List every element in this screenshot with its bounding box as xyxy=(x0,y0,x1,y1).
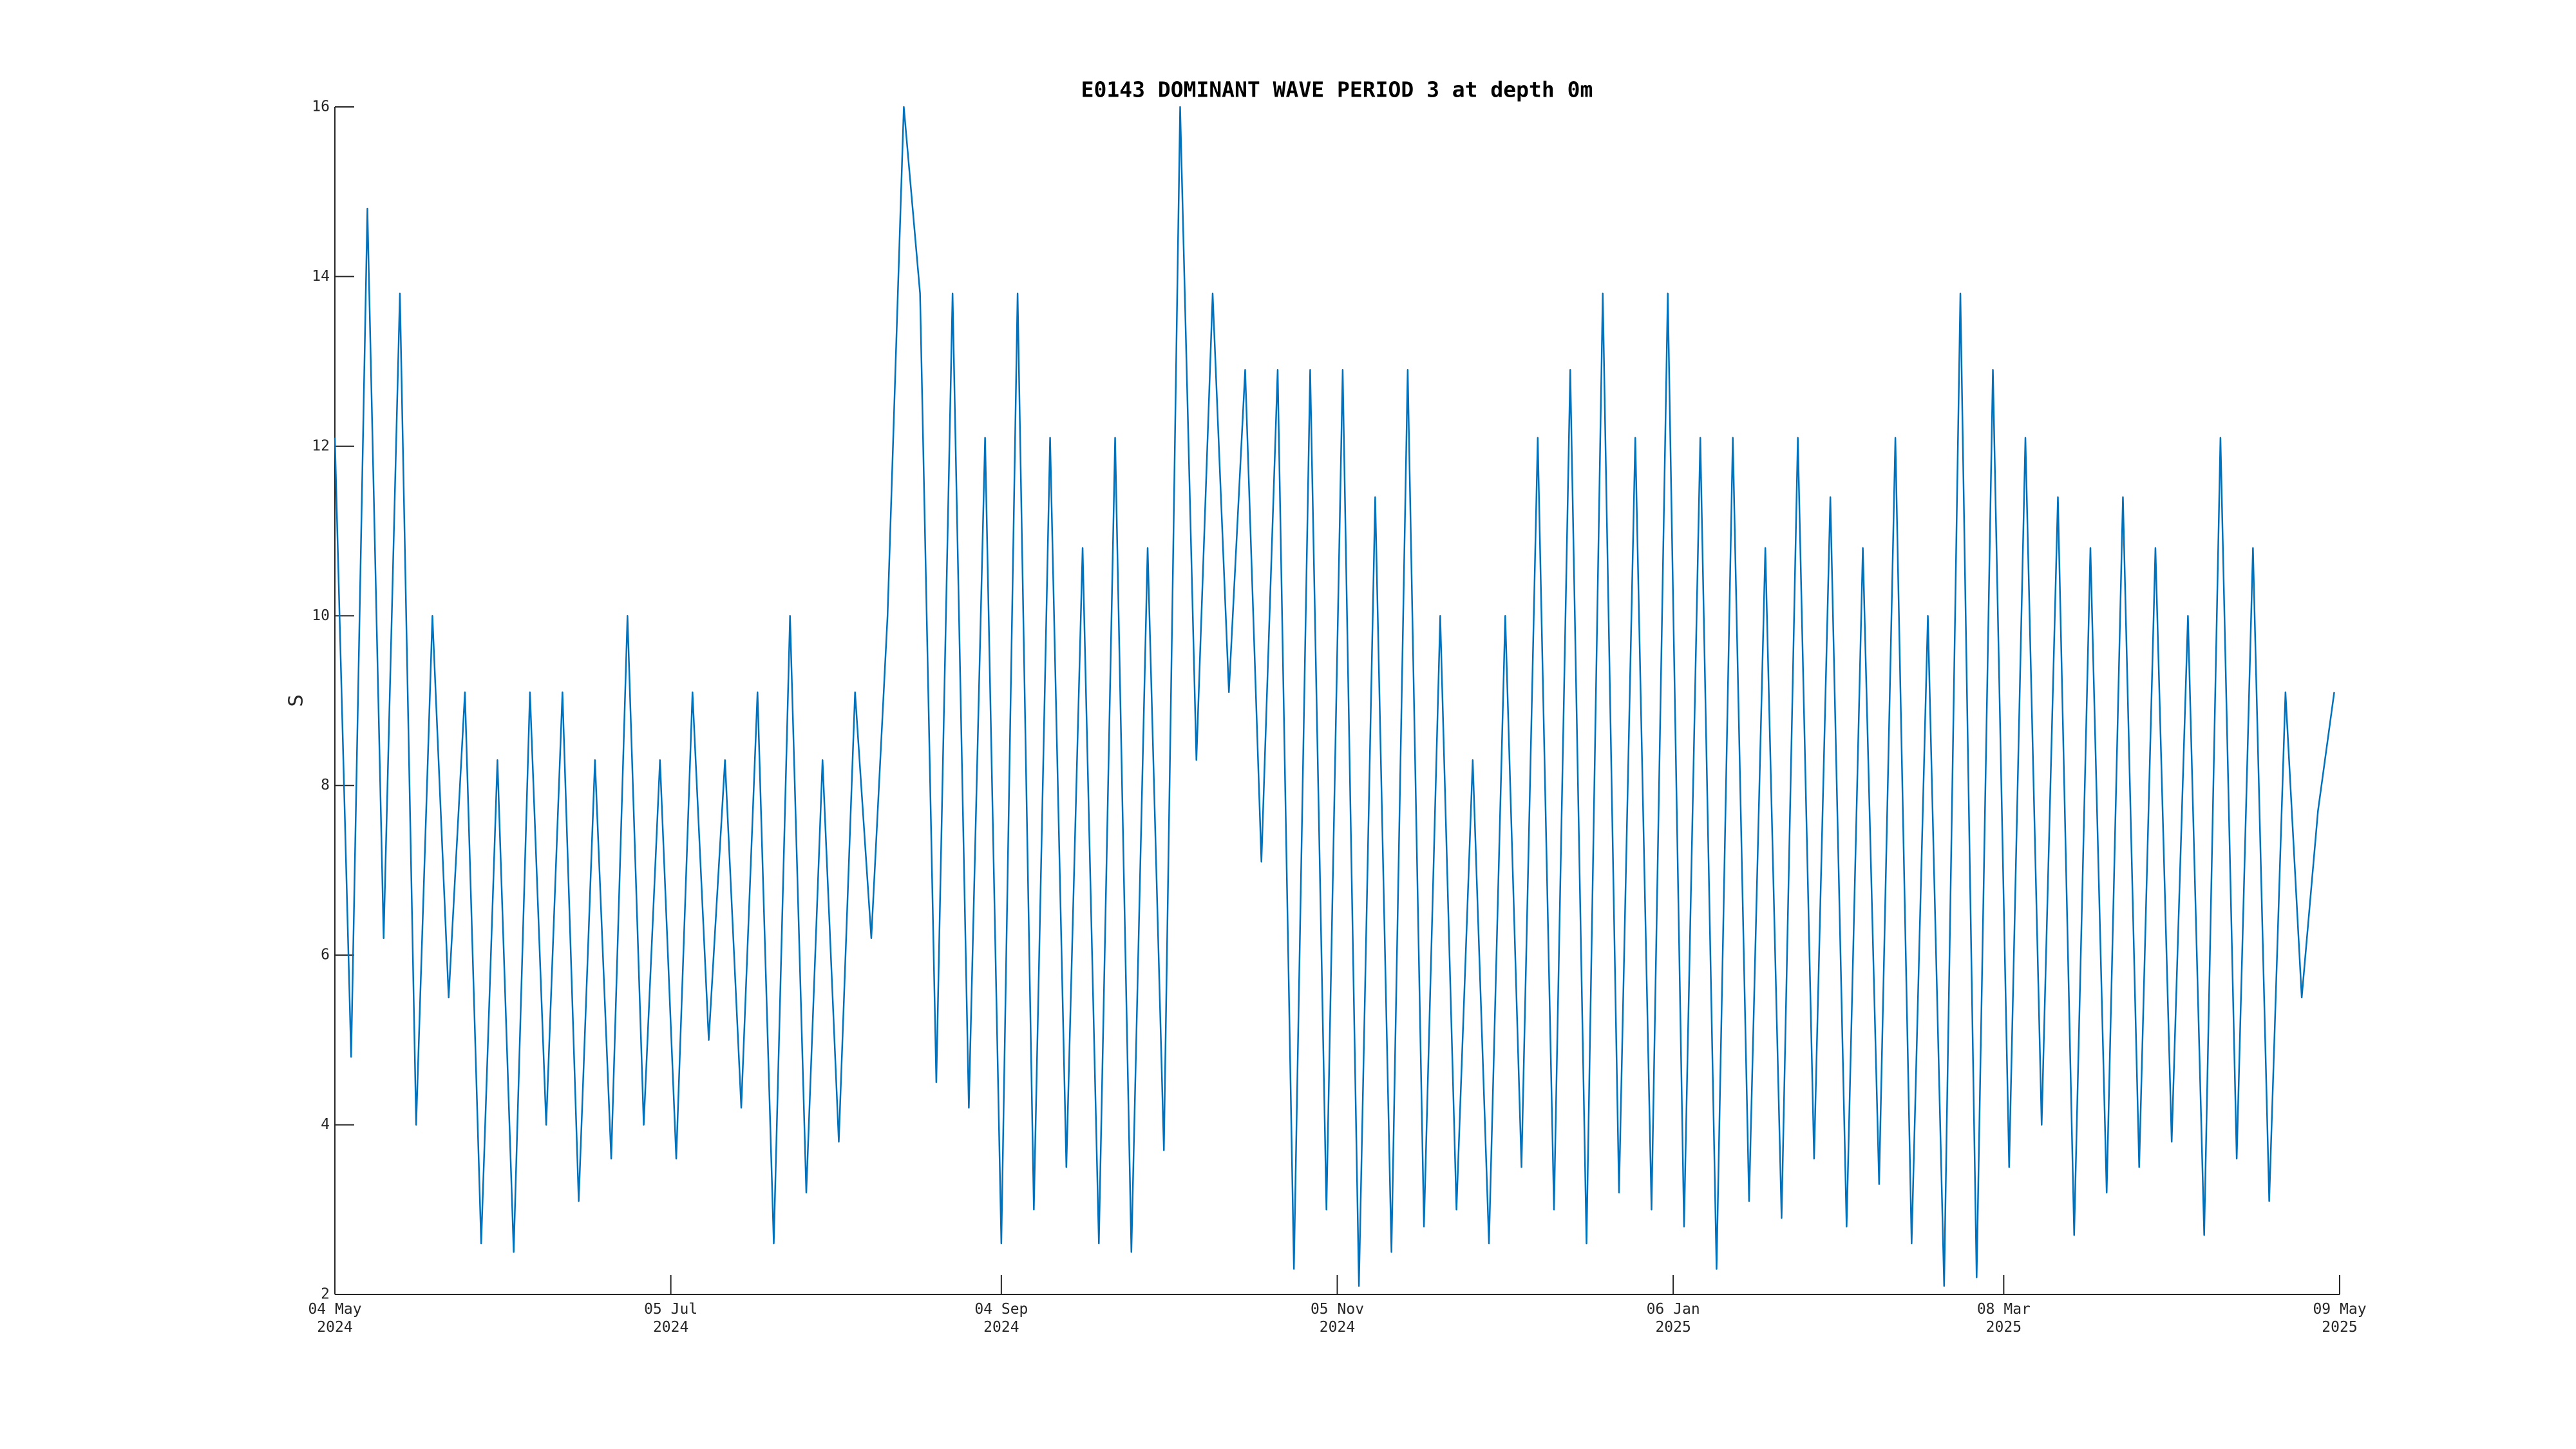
data-line xyxy=(334,106,2335,1287)
x-tick-label: 06 Jan 2025 xyxy=(1647,1301,1700,1336)
x-tick-label: 05 Nov 2024 xyxy=(1311,1301,1364,1336)
y-tick-label: 10 xyxy=(312,607,330,624)
y-tick-label: 14 xyxy=(312,268,330,285)
x-tick-label: 08 Mar 2025 xyxy=(1977,1301,2031,1336)
y-tick-label: 16 xyxy=(312,99,330,115)
y-tick-label: 12 xyxy=(312,437,330,454)
y-axis-label: S xyxy=(285,694,308,706)
x-tick-label: 09 May 2025 xyxy=(2313,1301,2366,1336)
y-tick-label: 4 xyxy=(321,1116,330,1133)
x-tick-label: 04 Sep 2024 xyxy=(974,1301,1028,1336)
y-tick-label: 6 xyxy=(321,947,330,963)
y-tick-label: 8 xyxy=(321,777,330,793)
x-tick-label: 05 Jul 2024 xyxy=(644,1301,697,1336)
y-tick-label: 2 xyxy=(321,1286,330,1303)
x-tick-label: 04 May 2024 xyxy=(308,1301,361,1336)
chart-title: E0143 DOMINANT WAVE PERIOD 3 at depth 0m xyxy=(1081,77,1593,102)
